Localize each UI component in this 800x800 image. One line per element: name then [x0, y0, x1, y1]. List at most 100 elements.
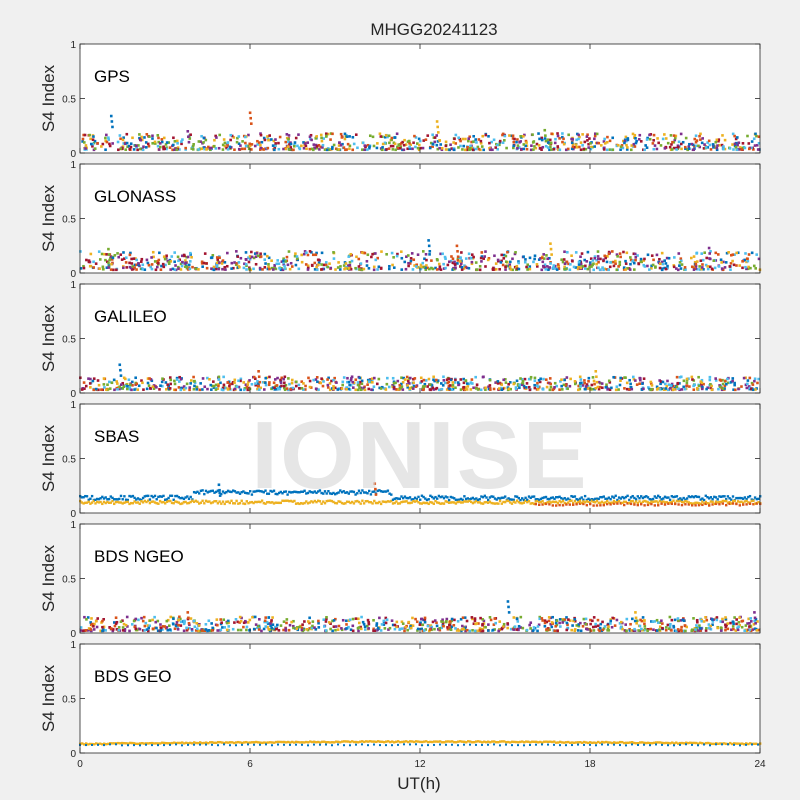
data-point	[451, 743, 453, 746]
data-point	[568, 503, 571, 506]
data-point	[571, 259, 574, 263]
data-point	[728, 147, 732, 150]
data-point	[175, 148, 179, 152]
data-point	[165, 387, 168, 391]
data-point	[408, 387, 412, 391]
data-point	[663, 501, 667, 504]
data-point	[196, 500, 199, 503]
data-point	[121, 629, 125, 632]
data-point	[80, 388, 84, 391]
data-point	[592, 504, 595, 507]
data-point	[527, 495, 531, 498]
data-point	[223, 741, 226, 745]
data-point	[621, 501, 624, 505]
data-point	[457, 629, 461, 632]
data-point	[245, 740, 248, 744]
data-point	[305, 740, 308, 744]
data-point	[169, 499, 172, 503]
data-point	[547, 619, 551, 623]
panel-title: GLONASS	[94, 187, 176, 206]
data-point	[217, 378, 220, 381]
data-point	[509, 387, 512, 391]
data-point	[370, 388, 373, 391]
data-point	[740, 148, 743, 151]
data-point	[277, 491, 281, 495]
data-point	[541, 741, 544, 744]
data-point	[553, 264, 557, 268]
data-point	[151, 627, 155, 631]
data-point	[475, 268, 479, 271]
data-point	[555, 619, 559, 622]
data-point	[282, 263, 286, 266]
data-point	[628, 498, 631, 502]
data-point	[92, 628, 96, 631]
data-point	[745, 386, 749, 390]
data-point	[721, 378, 724, 382]
data-point	[694, 144, 698, 148]
data-point	[548, 377, 552, 380]
data-point	[754, 621, 757, 625]
data-point	[173, 388, 176, 392]
data-point	[454, 502, 458, 505]
data-point	[99, 742, 102, 745]
data-point	[650, 498, 653, 501]
data-point	[393, 623, 397, 627]
data-point	[271, 490, 274, 493]
data-point	[552, 387, 556, 391]
data-point	[149, 378, 153, 381]
y-axis-label: S4 Index	[39, 64, 58, 132]
data-point	[456, 259, 460, 262]
data-point	[525, 147, 529, 151]
data-point	[442, 262, 445, 266]
data-point	[251, 741, 254, 744]
data-point	[456, 255, 460, 259]
data-point	[359, 262, 363, 265]
data-point	[524, 499, 527, 503]
data-point	[228, 145, 232, 149]
data-point	[88, 382, 92, 385]
data-point	[457, 136, 460, 140]
data-point	[439, 495, 442, 499]
data-point	[608, 265, 612, 269]
data-point	[498, 139, 502, 143]
data-point	[650, 264, 653, 268]
data-point	[221, 386, 225, 390]
data-point	[248, 111, 252, 115]
data-point	[464, 500, 468, 503]
data-point	[262, 148, 265, 151]
data-point	[226, 489, 230, 493]
data-point	[523, 744, 525, 747]
data-point	[453, 740, 456, 744]
data-point	[210, 146, 213, 150]
data-point	[287, 134, 291, 137]
data-point	[263, 252, 267, 256]
data-point	[744, 624, 748, 627]
data-point	[281, 268, 285, 272]
data-point	[237, 147, 241, 151]
data-point	[547, 268, 550, 272]
data-point	[381, 490, 384, 493]
data-point	[218, 491, 221, 495]
data-point	[303, 620, 306, 623]
data-point	[329, 138, 332, 141]
data-point	[115, 743, 117, 746]
data-point	[162, 136, 166, 140]
data-point	[79, 629, 83, 632]
data-point	[636, 495, 639, 498]
data-point	[679, 267, 683, 270]
data-point	[755, 253, 759, 256]
data-point	[87, 629, 90, 632]
data-point	[453, 381, 457, 384]
data-point	[267, 265, 270, 269]
data-point	[575, 741, 578, 744]
data-point	[291, 491, 294, 494]
data-point	[445, 617, 449, 621]
data-point	[461, 616, 465, 620]
data-point	[634, 500, 638, 503]
data-point	[230, 267, 233, 270]
data-point	[441, 252, 444, 256]
data-point	[252, 627, 256, 631]
data-point	[634, 141, 638, 145]
data-point	[514, 495, 517, 498]
